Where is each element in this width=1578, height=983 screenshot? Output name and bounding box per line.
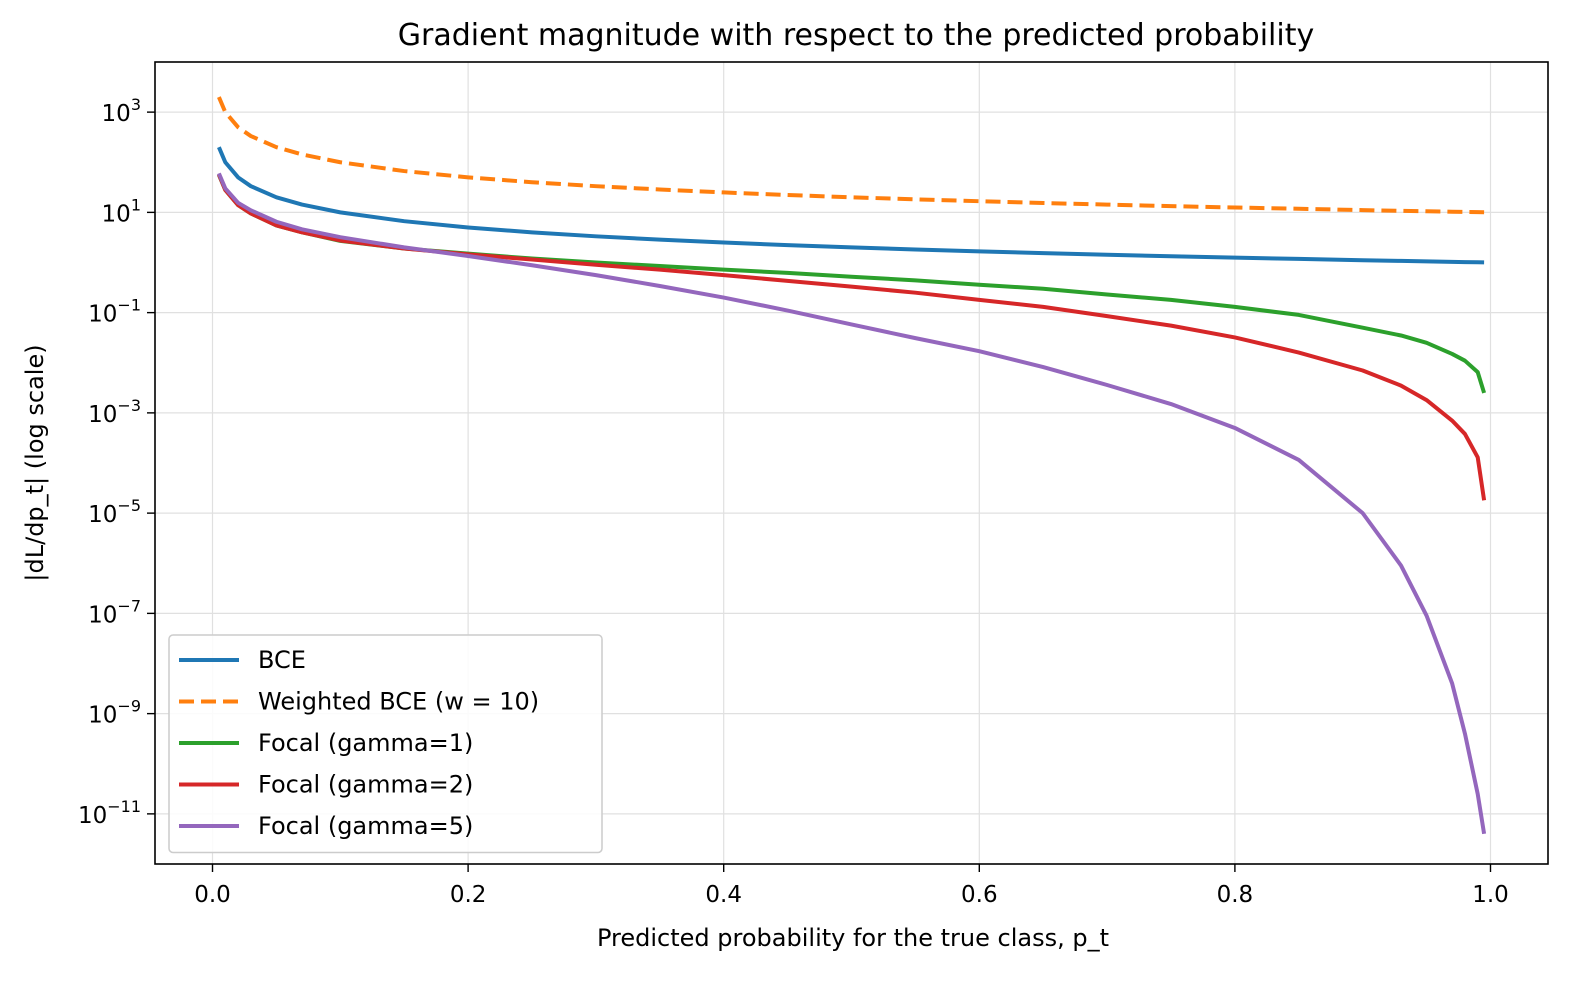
y-tick-base: 10: [78, 803, 107, 829]
y-tick-label: 10−1: [88, 296, 141, 328]
y-tick-exponent: −9: [117, 697, 141, 716]
series-line-4: [217, 173, 1487, 501]
chart-title: Gradient magnitude with respect to the p…: [398, 18, 1315, 53]
plot-frame: [154, 61, 1549, 865]
legend-label: Focal (gamma=1): [258, 729, 473, 757]
x-tick-layer: 0.0 0.2 0.4 0.6 0.8 1.0: [194, 864, 1509, 908]
series-layer: [217, 96, 1487, 835]
y-tick-label: 10−9: [88, 697, 141, 729]
y-tick-label: 10−11: [78, 797, 141, 829]
y-tick-exponent: 3: [131, 95, 141, 114]
y-tick-label: 10−5: [88, 496, 141, 528]
y-tick-exponent: −3: [117, 396, 141, 415]
y-tick-base: 10: [88, 402, 117, 428]
y-tick-exponent: −1: [117, 296, 141, 315]
x-tick-label: 0.2: [450, 882, 487, 908]
legend-label: BCE: [258, 646, 306, 674]
legend-label: Focal (gamma=5): [258, 812, 473, 840]
y-tick-exponent: −11: [107, 797, 141, 816]
series-line-5: [217, 172, 1487, 835]
legend: BCE Weighted BCE (w = 10) Focal (gamma=1) F…: [168, 634, 603, 854]
y-axis-label: |dL/dp_t| (log scale): [21, 344, 49, 581]
x-tick-label: 0.8: [1217, 882, 1254, 908]
y-tick-exponent: −7: [117, 596, 141, 615]
y-tick-label: 10−3: [88, 396, 141, 428]
grid-layer: [155, 62, 1548, 864]
y-tick-base: 10: [88, 703, 117, 729]
x-tick-label: 0.0: [194, 882, 231, 908]
legend-label: Focal (gamma=2): [258, 771, 473, 799]
legend-box: [168, 634, 603, 854]
y-tick-base: 10: [88, 302, 117, 328]
y-tick-base: 10: [88, 502, 117, 528]
x-axis-label: Predicted probability for the true class…: [597, 924, 1109, 952]
series-line-1: [217, 146, 1485, 265]
legend-label: Weighted BCE (w = 10): [258, 688, 539, 716]
y-tick-base: 10: [102, 101, 131, 127]
series-line-2: [217, 96, 1485, 215]
y-tick-label: 10−7: [88, 596, 141, 628]
y-tick-exponent: −5: [117, 496, 141, 515]
y-tick-label: 103: [102, 95, 141, 127]
x-tick-label: 0.4: [705, 882, 742, 908]
y-tick-base: 10: [102, 201, 131, 227]
x-tick-label: 1.0: [1472, 882, 1509, 908]
y-tick-label: 101: [102, 195, 141, 227]
y-tick-exponent: 1: [131, 195, 141, 214]
y-tick-base: 10: [88, 602, 117, 628]
x-tick-label: 0.6: [961, 882, 998, 908]
